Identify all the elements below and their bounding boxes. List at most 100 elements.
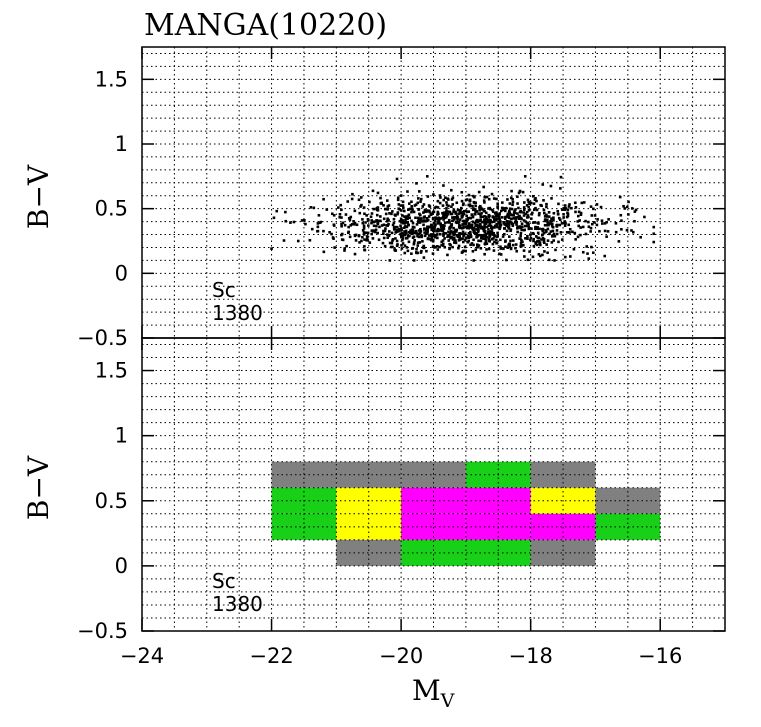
scatter-point xyxy=(368,241,372,244)
scatter-point xyxy=(539,203,542,207)
scatter-point xyxy=(445,207,448,210)
scatter-point xyxy=(481,234,485,237)
scatter-point xyxy=(457,244,461,248)
scatter-point xyxy=(452,241,456,244)
scatter-point xyxy=(411,221,415,225)
scatter-point xyxy=(347,217,351,220)
scatter-point xyxy=(479,226,483,230)
scatter-point xyxy=(475,232,479,235)
scatter-point xyxy=(581,225,585,229)
scatter-point xyxy=(411,208,414,212)
scatter-point xyxy=(359,205,362,208)
scatter-point xyxy=(382,204,385,207)
scatter-point xyxy=(482,185,485,189)
scatter-point xyxy=(557,240,560,244)
scatter-point xyxy=(467,226,471,230)
scatter-point xyxy=(441,215,445,219)
scatter-point xyxy=(501,216,504,219)
scatter-point xyxy=(500,209,503,213)
scatter-point xyxy=(303,218,306,222)
scatter-point xyxy=(532,221,535,224)
scatter-point xyxy=(552,219,555,222)
scatter-point xyxy=(448,246,451,250)
scatter-point xyxy=(556,212,560,216)
scatter-point xyxy=(491,210,495,214)
scatter-point xyxy=(419,251,423,254)
scatter-point xyxy=(501,201,504,204)
scatter-point xyxy=(351,192,354,196)
scatter-point xyxy=(350,197,354,201)
scatter-point xyxy=(332,224,336,227)
scatter-point xyxy=(554,248,557,252)
scatter-point xyxy=(426,218,430,222)
scatter-point xyxy=(513,209,516,213)
scatter-point xyxy=(559,175,563,179)
scatter-point xyxy=(396,211,400,214)
scatter-point xyxy=(382,229,385,233)
scatter-point xyxy=(573,201,577,205)
scatter-point xyxy=(483,226,486,230)
scatter-point xyxy=(634,208,638,212)
scatter-point xyxy=(410,219,413,223)
scatter-point xyxy=(431,245,435,249)
scatter-point xyxy=(492,220,496,224)
scatter-point xyxy=(441,204,445,207)
scatter-point xyxy=(457,212,460,216)
scatter-point xyxy=(448,235,452,238)
scatter-point xyxy=(601,222,604,225)
scatter-point xyxy=(560,238,564,241)
scatter-point xyxy=(494,217,497,220)
scatter-point xyxy=(443,221,447,225)
scatter-point xyxy=(300,219,304,222)
scatter-point xyxy=(550,224,554,228)
scatter-point xyxy=(403,230,406,233)
scatter-point xyxy=(475,220,478,223)
scatter-point xyxy=(360,239,363,243)
scatter-point xyxy=(462,222,466,226)
scatter-point xyxy=(459,206,463,210)
scatter-point xyxy=(472,194,475,198)
scatter-point xyxy=(442,231,446,235)
scatter-point xyxy=(416,241,420,245)
heatmap-cell xyxy=(336,461,402,488)
scatter-point xyxy=(372,220,375,224)
scatter-point xyxy=(556,209,560,213)
scatter-point xyxy=(481,215,485,219)
scatter-point xyxy=(503,227,507,230)
scatter-point xyxy=(426,175,429,178)
scatter-point xyxy=(585,245,589,248)
scatter-point xyxy=(450,212,454,216)
scatter-point xyxy=(528,202,531,206)
scatter-point xyxy=(542,231,546,235)
scatter-point xyxy=(395,239,399,243)
scatter-point xyxy=(405,225,409,229)
scatter-point xyxy=(470,224,474,227)
scatter-point xyxy=(401,234,405,238)
scatter-point xyxy=(486,219,489,223)
scatter-point xyxy=(490,226,494,229)
scatter-point xyxy=(399,217,403,221)
scatter-point xyxy=(562,206,566,210)
scatter-point xyxy=(366,231,370,235)
scatter-point xyxy=(549,184,553,188)
scatter-point xyxy=(382,223,386,227)
scatter-point xyxy=(338,212,342,216)
scatter-point xyxy=(563,208,567,211)
x-tick-label: −24 xyxy=(120,644,164,668)
scatter-point xyxy=(353,223,356,226)
scatter-point xyxy=(618,195,622,199)
scatter-point xyxy=(631,230,635,234)
scatter-point xyxy=(468,198,472,202)
scatter-point xyxy=(439,228,443,232)
scatter-point xyxy=(527,208,531,212)
scatter-point xyxy=(500,206,504,210)
scatter-point xyxy=(380,224,384,227)
scatter-point xyxy=(614,221,618,225)
scatter-point xyxy=(488,222,492,226)
scatter-point xyxy=(489,219,492,222)
scatter-point xyxy=(620,228,623,231)
scatter-point xyxy=(396,196,400,200)
scatter-point xyxy=(576,214,580,218)
scatter-point xyxy=(417,232,421,236)
scatter-point xyxy=(520,228,524,232)
